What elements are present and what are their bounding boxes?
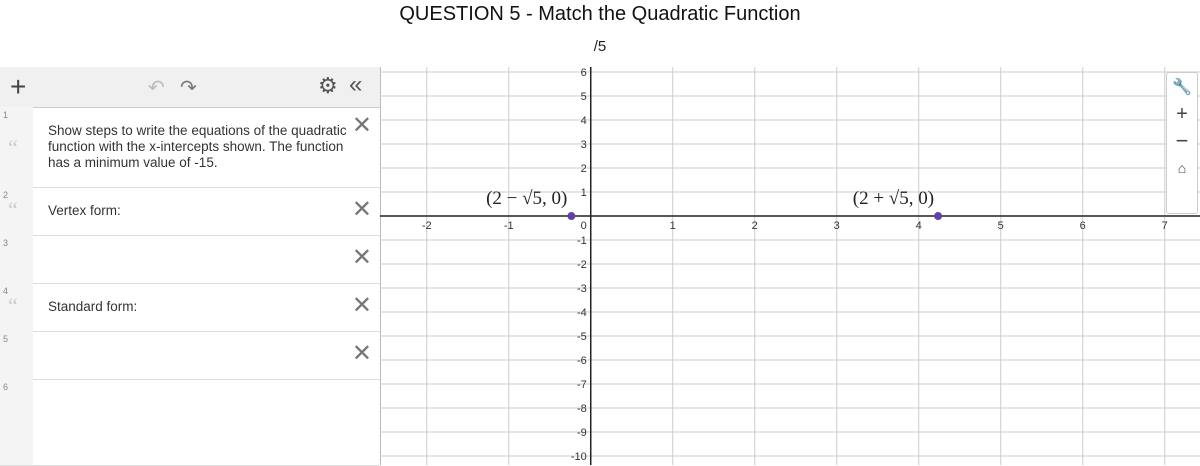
y-tick-label: -8 <box>577 403 587 415</box>
x-tick-label: 5 <box>998 220 1004 232</box>
gutter <box>0 331 33 379</box>
note-text: Vertex form: <box>48 203 121 218</box>
expression-row: 3 ✕ <box>0 235 380 284</box>
note-icon: “ <box>8 135 18 160</box>
y-tick-label: 3 <box>581 139 587 151</box>
y-tick-label: -10 <box>571 451 587 463</box>
collapse[interactable]: « <box>349 71 363 98</box>
y-tick-label: 5 <box>581 91 587 103</box>
redo[interactable]: ↷ <box>180 77 197 99</box>
expression-row: 1 ✕ “ Show steps to write the equations of … <box>0 107 380 188</box>
gutter <box>0 187 33 235</box>
y-tick-label: 4 <box>581 115 587 127</box>
point <box>567 212 576 221</box>
y-tick-label: -9 <box>577 427 587 439</box>
delete-button[interactable]: ✕ <box>351 196 372 223</box>
score: /5 <box>593 38 607 55</box>
gutter <box>0 379 33 465</box>
delete-button[interactable]: ✕ <box>351 244 372 271</box>
point-label: (2 + √5, 0) <box>853 188 934 209</box>
gutter <box>0 235 33 283</box>
x-tick-label: 3 <box>834 220 840 232</box>
settings[interactable]: ⚙ <box>318 73 338 98</box>
x-tick-label: 6 <box>1080 220 1086 232</box>
zoom-in[interactable]: + <box>1176 103 1188 125</box>
undo[interactable]: ↶ <box>148 77 165 99</box>
gutter <box>0 107 33 187</box>
expression-row: 4 ✕ “ Standard form: <box>0 283 380 332</box>
row-index: 3 <box>3 238 9 248</box>
row-index: 2 <box>3 190 9 200</box>
x-tick-label: 7 <box>1162 220 1168 232</box>
row-index: 5 <box>3 334 9 344</box>
x-tick-label: -2 <box>422 220 432 232</box>
note-icon: “ <box>8 293 18 318</box>
x-tick-label: -1 <box>504 220 514 232</box>
x-tick-label: 1 <box>670 220 676 232</box>
delete-button[interactable]: ✕ <box>351 112 372 139</box>
point-label: (2 − √5, 0) <box>486 188 567 209</box>
delete-button[interactable]: ✕ <box>351 340 372 367</box>
y-tick-label: -6 <box>577 355 587 367</box>
gutter <box>0 283 33 331</box>
delete-button[interactable]: ✕ <box>351 292 372 319</box>
point <box>934 212 943 221</box>
y-tick-label: -7 <box>577 379 587 391</box>
x-tick-label: 2 <box>752 220 758 232</box>
expression-panel: + ↶ ↷ ⚙ « 1 ✕ “ Show steps to write the equ… <box>0 67 381 466</box>
expression-row: 6 <box>0 379 380 466</box>
zoom-controls: 🔧 + − ⌂ <box>1166 72 1198 214</box>
row-index: 1 <box>3 110 9 120</box>
note-text: Standard form: <box>48 299 138 314</box>
x-tick-label: 4 <box>916 220 922 232</box>
y-tick-label: 6 <box>581 67 587 79</box>
row-index: 6 <box>3 382 9 392</box>
y-tick-label: -5 <box>577 331 587 343</box>
add-button[interactable]: + <box>10 71 27 102</box>
expression-row: 2 ✕ “ Vertex form: <box>0 187 380 236</box>
graph: -2 -1 1 2 3 4 5 6 7 6 5 4 3 2 1 0 -1 -2 -3 -4 -5 -6 -7 -8 -9 -10 (… <box>380 67 1200 465</box>
wrench[interactable]: 🔧 <box>1172 79 1192 96</box>
zoom-out[interactable]: − <box>1175 128 1189 153</box>
y-tick-label: 1 <box>581 187 587 199</box>
expression-row: 5 ✕ <box>0 331 380 380</box>
note-icon: “ <box>8 197 18 222</box>
y-tick-label: -2 <box>577 259 587 271</box>
home[interactable]: ⌂ <box>1177 160 1187 176</box>
row-index: 4 <box>3 286 9 296</box>
y-tick-label: 0 <box>581 220 587 232</box>
y-tick-label: -4 <box>577 307 587 319</box>
title: QUESTION 5 - Match the Quadratic Functio… <box>399 3 801 25</box>
y-tick-label: -1 <box>577 235 587 247</box>
y-tick-label: -3 <box>577 283 587 295</box>
note-text: Show steps to write the equations of the… <box>48 123 347 170</box>
toolbar: + ↶ ↷ ⚙ « <box>0 67 380 108</box>
y-tick-label: 2 <box>581 163 587 175</box>
